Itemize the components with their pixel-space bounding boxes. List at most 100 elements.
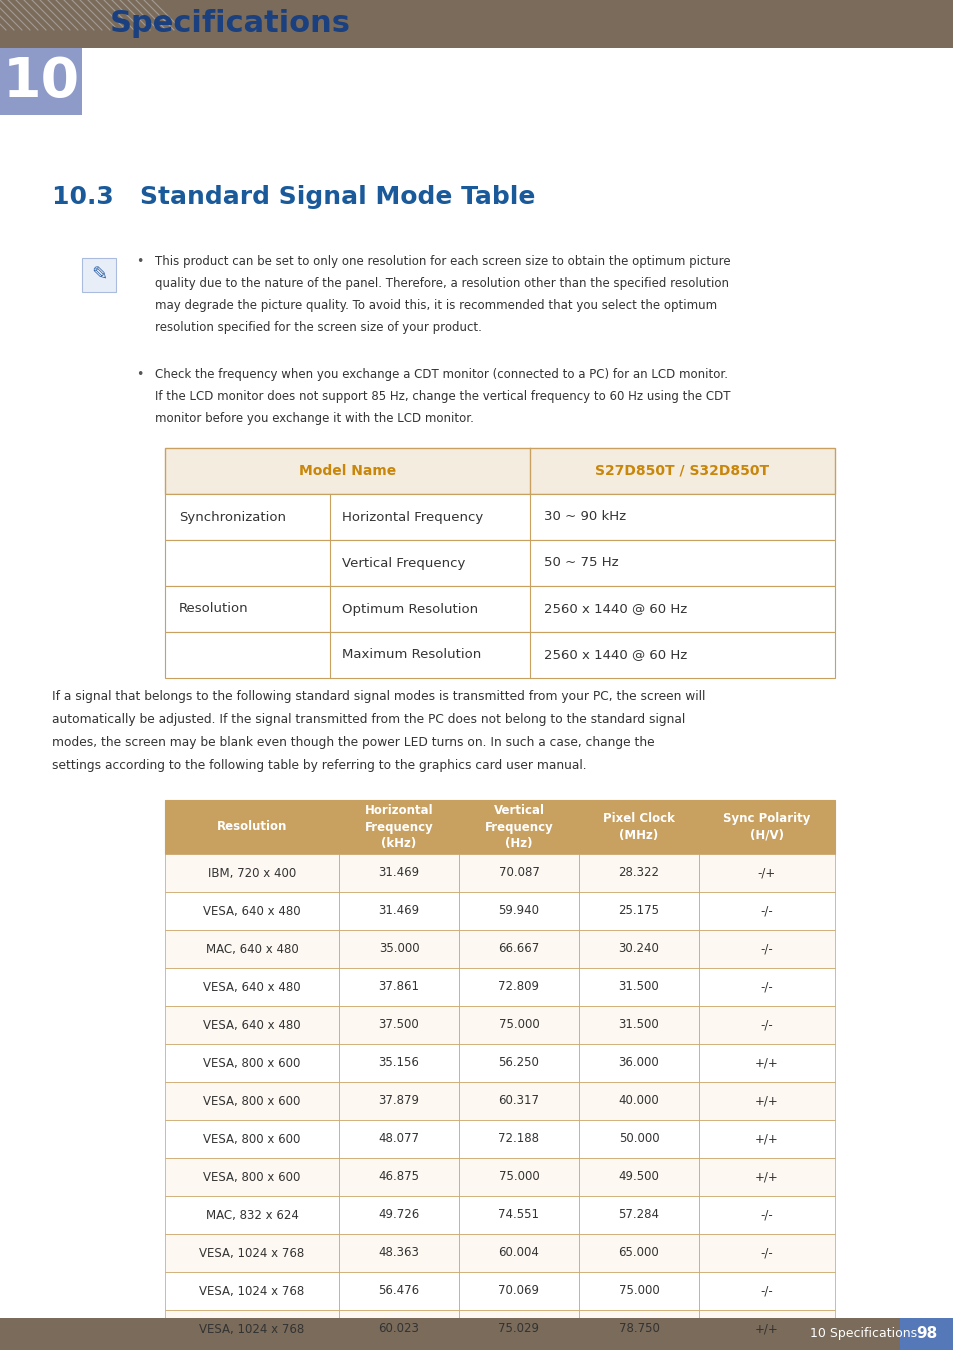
Bar	[458, 1234, 578, 1272]
Bar	[578, 1196, 699, 1234]
Bar	[338, 1081, 458, 1120]
Text: 35.156: 35.156	[378, 1057, 419, 1069]
Bar	[338, 1044, 458, 1081]
Bar	[458, 1081, 578, 1120]
Text: Specifications: Specifications	[110, 9, 351, 39]
Bar	[0, 0, 953, 49]
Text: 25.175: 25.175	[618, 904, 659, 918]
Text: 50.000: 50.000	[618, 1133, 659, 1146]
Bar	[165, 1234, 338, 1272]
Bar	[165, 540, 834, 586]
Bar	[699, 1234, 834, 1272]
Text: 35.000: 35.000	[378, 942, 419, 956]
Text: -/-: -/-	[760, 942, 773, 956]
Bar	[458, 1310, 578, 1349]
Text: +/+: +/+	[755, 1170, 778, 1184]
Bar	[578, 968, 699, 1006]
Text: 46.875: 46.875	[378, 1170, 419, 1184]
Text: IBM, 720 x 400: IBM, 720 x 400	[208, 867, 295, 879]
Bar	[899, 1318, 953, 1350]
Bar	[165, 1272, 338, 1309]
Bar	[165, 1081, 338, 1120]
Bar	[82, 258, 116, 292]
Text: 48.363: 48.363	[378, 1246, 419, 1260]
Bar	[338, 801, 458, 855]
Text: Optimum Resolution: Optimum Resolution	[341, 602, 477, 616]
Bar	[578, 1349, 699, 1350]
Bar	[165, 632, 834, 678]
Bar	[699, 855, 834, 892]
Text: VESA, 800 x 600: VESA, 800 x 600	[203, 1057, 300, 1069]
Text: 78.750: 78.750	[618, 1323, 659, 1335]
Text: VESA, 1024 x 768: VESA, 1024 x 768	[199, 1284, 304, 1297]
Bar	[458, 892, 578, 930]
Text: MAC, 832 x 624: MAC, 832 x 624	[205, 1208, 298, 1222]
Text: Resolution: Resolution	[179, 602, 249, 616]
Bar	[165, 1044, 338, 1081]
Text: Horizontal Frequency: Horizontal Frequency	[341, 510, 483, 524]
Bar	[578, 1310, 699, 1349]
Text: VESA, 1024 x 768: VESA, 1024 x 768	[199, 1323, 304, 1335]
Bar	[338, 1120, 458, 1158]
Text: 72.188: 72.188	[498, 1133, 539, 1146]
Bar	[578, 1006, 699, 1044]
Text: VESA, 640 x 480: VESA, 640 x 480	[203, 1018, 300, 1031]
Text: 66.667: 66.667	[497, 942, 539, 956]
Text: 10.3   Standard Signal Mode Table: 10.3 Standard Signal Mode Table	[52, 185, 535, 209]
Text: Resolution: Resolution	[216, 821, 287, 833]
Bar	[699, 1120, 834, 1158]
Text: 70.069: 70.069	[498, 1284, 539, 1297]
Bar	[338, 968, 458, 1006]
Bar	[458, 855, 578, 892]
Bar	[458, 1044, 578, 1081]
Text: -/-: -/-	[760, 1246, 773, 1260]
Bar	[165, 855, 338, 892]
Text: 2560 x 1440 @ 60 Hz: 2560 x 1440 @ 60 Hz	[543, 602, 686, 616]
Text: 72.809: 72.809	[498, 980, 539, 994]
Bar	[578, 855, 699, 892]
Text: 40.000: 40.000	[618, 1095, 659, 1107]
Text: Horizontal
Frequency
(kHz): Horizontal Frequency (kHz)	[364, 803, 433, 850]
Text: 70.087: 70.087	[498, 867, 538, 879]
Bar	[578, 1081, 699, 1120]
Text: •: •	[136, 369, 144, 381]
Text: 75.000: 75.000	[498, 1018, 538, 1031]
Bar	[165, 930, 338, 968]
Text: -/-: -/-	[760, 1018, 773, 1031]
Text: 60.023: 60.023	[378, 1323, 419, 1335]
Text: 60.004: 60.004	[498, 1246, 538, 1260]
Text: VESA, 800 x 600: VESA, 800 x 600	[203, 1170, 300, 1184]
Text: Vertical Frequency: Vertical Frequency	[341, 556, 465, 570]
Bar	[699, 1349, 834, 1350]
Bar	[578, 801, 699, 855]
Bar	[458, 1006, 578, 1044]
Text: VESA, 1024 x 768: VESA, 1024 x 768	[199, 1246, 304, 1260]
Text: 49.500: 49.500	[618, 1170, 659, 1184]
Text: 30 ~ 90 kHz: 30 ~ 90 kHz	[543, 510, 625, 524]
Bar	[699, 1310, 834, 1349]
Text: 10: 10	[3, 54, 79, 108]
Bar	[338, 1234, 458, 1272]
Text: MAC, 640 x 480: MAC, 640 x 480	[206, 942, 298, 956]
Text: 49.726: 49.726	[378, 1208, 419, 1222]
Text: 31.469: 31.469	[378, 867, 419, 879]
Bar	[458, 1349, 578, 1350]
Text: This product can be set to only one resolution for each screen size to obtain th: This product can be set to only one reso…	[154, 255, 730, 333]
Text: 74.551: 74.551	[498, 1208, 539, 1222]
Text: 57.284: 57.284	[618, 1208, 659, 1222]
Bar	[699, 930, 834, 968]
Bar	[578, 1272, 699, 1309]
Bar	[338, 855, 458, 892]
Text: 56.476: 56.476	[378, 1284, 419, 1297]
Text: 59.940: 59.940	[498, 904, 539, 918]
Text: 37.500: 37.500	[378, 1018, 419, 1031]
Bar	[338, 1272, 458, 1309]
Bar	[165, 1310, 338, 1349]
Text: 2560 x 1440 @ 60 Hz: 2560 x 1440 @ 60 Hz	[543, 648, 686, 662]
Bar	[699, 968, 834, 1006]
Bar	[699, 1006, 834, 1044]
Text: VESA, 640 x 480: VESA, 640 x 480	[203, 980, 300, 994]
Bar	[578, 1234, 699, 1272]
Text: Synchronization: Synchronization	[179, 510, 286, 524]
Text: 60.317: 60.317	[498, 1095, 539, 1107]
